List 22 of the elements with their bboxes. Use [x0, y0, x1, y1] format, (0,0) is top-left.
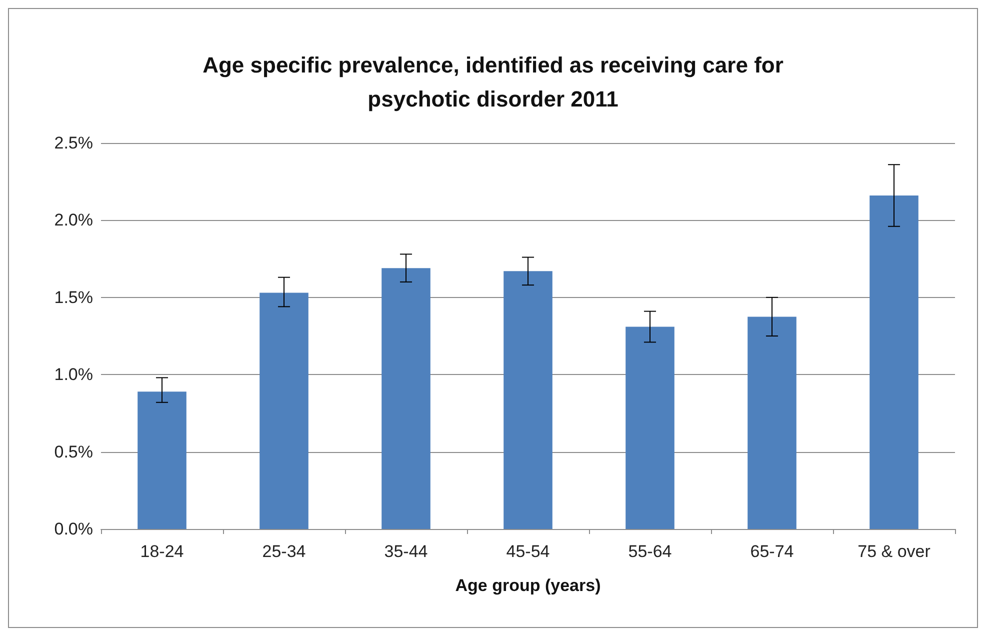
x-tick-label: 75 & over	[858, 542, 931, 561]
x-tick-label: 35-44	[384, 542, 428, 561]
x-tick-label: 45-54	[506, 542, 550, 561]
bar	[260, 292, 308, 529]
x-tick-label: 18-24	[140, 542, 184, 561]
bar	[138, 392, 186, 529]
chart-title: Age specific prevalence, identified as receiving care for psychotic disorder 2011	[202, 52, 784, 112]
x-tick-label: 25-34	[262, 542, 306, 561]
y-tick-label: 0.0%	[54, 520, 93, 538]
bar	[626, 326, 674, 529]
y-tick-label: 0.5%	[54, 442, 93, 462]
y-tick-label: 2.5%	[54, 134, 93, 152]
bar	[748, 316, 796, 529]
bar	[504, 271, 552, 529]
y-tick-label: 1.5%	[54, 288, 93, 307]
bar	[382, 268, 430, 529]
y-tick-label: 2.0%	[54, 210, 93, 230]
x-axis-title: Age group (years)	[455, 576, 601, 595]
y-tick-label: 1.0%	[54, 365, 93, 384]
x-tick-label: 55-64	[628, 542, 672, 561]
bar	[870, 195, 918, 529]
x-tick-label: 65-74	[750, 542, 794, 561]
